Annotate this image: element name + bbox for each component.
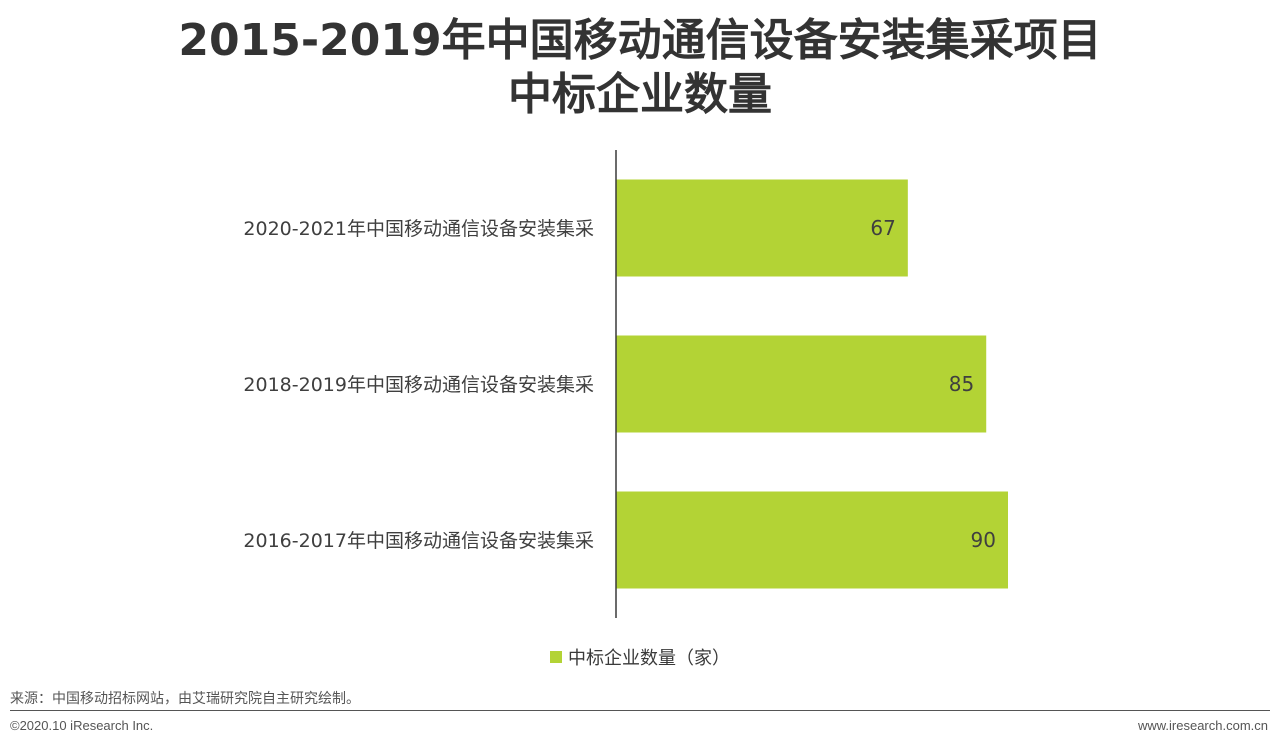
category-label-3: 2016-2017年中国移动通信设备安装集采 <box>243 530 594 552</box>
bar-3 <box>616 491 1008 589</box>
bars-group <box>616 179 1008 589</box>
category-labels-group: 2020-2021年中国移动通信设备安装集采 2018-2019年中国移动通信设备… <box>243 218 594 552</box>
category-label-2: 2018-2019年中国移动通信设备安装集采 <box>243 374 594 396</box>
bar-2 <box>616 335 987 433</box>
footer-divider <box>10 710 1270 711</box>
legend-label: 中标企业数量（家） <box>568 648 730 669</box>
copyright-text: ©2020.10 iResearch Inc. <box>10 718 154 733</box>
chart-title-line-1: 2015-2019年中国移动通信设备安装集采项目 <box>178 15 1102 66</box>
value-label-1: 67 <box>870 216 895 240</box>
source-note: 来源：中国移动招标网站，由艾瑞研究院自主研究绘制。 <box>10 691 360 707</box>
value-labels-group: 67 85 90 <box>870 216 996 552</box>
legend-swatch <box>550 651 562 663</box>
value-label-2: 85 <box>949 372 974 396</box>
bar-1 <box>616 179 908 277</box>
legend: 中标企业数量（家） <box>0 644 1280 670</box>
chart-title: 2015-2019年中国移动通信设备安装集采项目 中标企业数量 <box>0 14 1280 122</box>
website-text: www.iresearch.com.cn <box>1137 718 1268 733</box>
chart-title-line-2: 中标企业数量 <box>508 69 772 120</box>
category-label-1: 2020-2021年中国移动通信设备安装集采 <box>243 218 594 240</box>
value-label-3: 90 <box>971 528 996 552</box>
